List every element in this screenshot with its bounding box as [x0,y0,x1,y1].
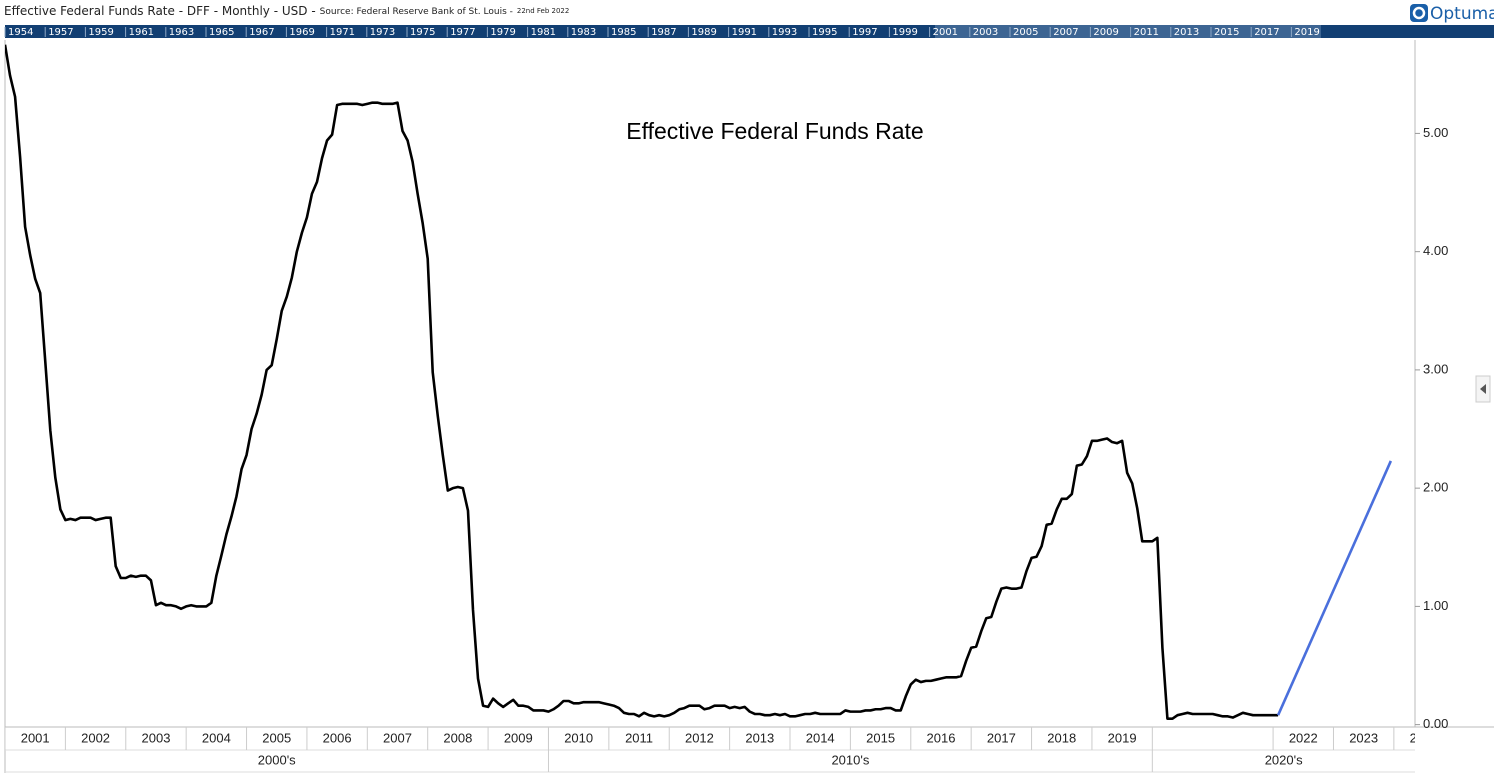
header-source: Source: Federal Reserve Bank of St. Loui… [320,7,513,17]
navigator-label: 2019 [1294,27,1319,38]
navigator-label: 1961 [129,27,154,38]
navigator-label: 1989 [691,27,716,38]
x-tick-label: 2001 [21,730,50,745]
header-text: Effective Federal Funds Rate - DFF - Mon… [4,4,569,18]
x-tick-label: 2019 [1108,730,1137,745]
y-tick-label: 0.00 [1423,716,1448,731]
panel-toggle[interactable] [1475,375,1491,403]
navigator-label: 1959 [88,27,113,38]
navigator-label: 2007 [1053,27,1078,38]
navigator-label: 1963 [169,27,194,38]
y-axis: 0.00 1.00 2.00 3.00 4.00 5.00 [1415,125,1448,731]
navigator-label: 2017 [1254,27,1279,38]
navigator-label: 2003 [973,27,998,38]
navigator-label: 1981 [531,27,556,38]
y-tick-label: 1.00 [1423,598,1448,613]
navigator[interactable]: 1954 1957 1959 1961 1963 1965 1967 1969 1971 1973… [4,25,1494,38]
x-tick-label: 2003 [142,730,171,745]
navigator-window[interactable] [935,25,1321,38]
navigator-label: 1957 [48,27,73,38]
panel-toggle-arrow [1480,384,1486,394]
series-line [5,44,1279,721]
decade-label: 2020's [1265,752,1303,767]
navigator-label: 2009 [1093,27,1118,38]
navigator-label: 1969 [289,27,314,38]
y-tick-label: 2.00 [1423,480,1448,495]
header-title: Effective Federal Funds Rate - DFF - Mon… [4,4,316,18]
navigator-label: 1977 [450,27,475,38]
x-tick-label: 2005 [262,730,291,745]
y-tick-label: 3.00 [1423,361,1448,376]
x-tick-label: 2010 [564,730,593,745]
navigator-label: 1999 [892,27,917,38]
navigator-label: 2001 [933,27,958,38]
x-tick-label: 2022 [1289,730,1318,745]
x-tick-label: 2012 [685,730,714,745]
navigator-label: 1985 [611,27,636,38]
x-tick-label: 2023 [1349,730,1378,745]
navigator-label: 2013 [1174,27,1199,38]
navigator-label: 1954 [8,27,33,38]
x-tick-label: 2008 [443,730,472,745]
navigator-label: 1975 [410,27,435,38]
navigator-label: 1971 [330,27,355,38]
navigator-label: 1965 [209,27,234,38]
navigator-label: 2011 [1134,27,1159,38]
logo-text: Optuma [1430,4,1494,24]
x-tick-label: 2002 [81,730,110,745]
x-tick-label: 2015 [866,730,895,745]
navigator-label: 1995 [812,27,837,38]
navigator-label: 1991 [732,27,757,38]
x-tick-label: 2004 [202,730,231,745]
series-line [1276,460,1393,716]
logo-icon [1410,4,1428,22]
logo-ring [1412,6,1426,20]
x-tick-label: 2016 [927,730,956,745]
x-axis: 2001 2002 2003 2004 2005 2006 2007 2008 2009 2010… [5,727,1439,772]
x-tick-label: 2018 [1047,730,1076,745]
plot-area [5,44,1393,721]
x-tick-label: 2024 [1410,730,1439,745]
chart-title: Effective Federal Funds Rate [626,118,923,144]
x-tick-label: 2014 [806,730,835,745]
decade-label: 2010's [831,752,869,767]
navigator-label: 1967 [249,27,274,38]
navigator-label: 1973 [370,27,395,38]
navigator-label: 1993 [772,27,797,38]
navigator-label: 1997 [852,27,877,38]
x-tick-label: 2006 [323,730,352,745]
y-tick-label: 5.00 [1423,125,1448,140]
x-tick-label: 2017 [987,730,1016,745]
navigator-label: 2015 [1214,27,1239,38]
x-tick-label: 2007 [383,730,412,745]
navigator-label: 1987 [651,27,676,38]
logo: Optuma [1410,4,1494,24]
decade-label: 2000's [258,752,296,767]
y-tick-label: 4.00 [1423,243,1448,258]
navigator-label: 2005 [1013,27,1038,38]
x-tick-label: 2011 [625,730,653,745]
navigator-label: 1979 [490,27,515,38]
navigator-label: 1983 [571,27,596,38]
x-tick-label: 2009 [504,730,533,745]
x-tick-label: 2013 [745,730,774,745]
header-date: 22nd Feb 2022 [517,7,569,15]
